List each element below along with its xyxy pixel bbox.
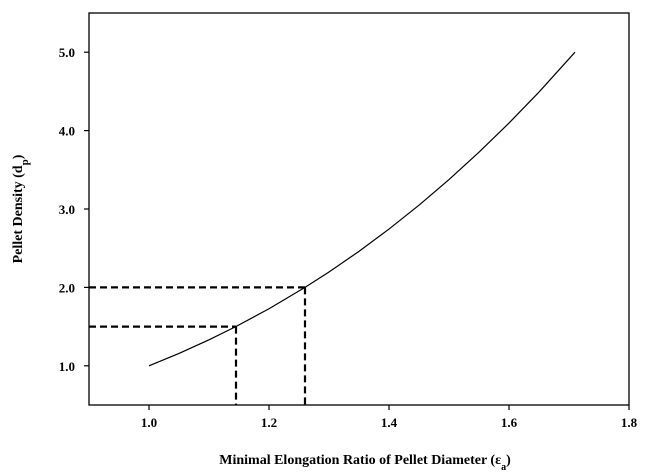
- y-tick-label: 2.0: [59, 280, 75, 295]
- y-tick-label: 3.0: [59, 202, 75, 217]
- y-tick-label: 1.0: [59, 359, 75, 374]
- y-tick-label: 4.0: [59, 124, 75, 139]
- plot-area-frame: [88, 12, 630, 406]
- x-tick-label: 1.4: [381, 415, 398, 430]
- y-axis-title: Pellet Density (dp): [11, 154, 31, 263]
- x-tick-label: 1.0: [141, 415, 157, 430]
- x-tick-label: 1.8: [621, 415, 638, 430]
- y-tick-label: 5.0: [59, 45, 75, 60]
- series-line-0: [148, 51, 576, 367]
- x-axis-title: Minimal Elongation Ratio of Pellet Diame…: [219, 453, 511, 473]
- x-tick-label: 1.2: [261, 415, 277, 430]
- x-tick-label: 1.6: [501, 415, 518, 430]
